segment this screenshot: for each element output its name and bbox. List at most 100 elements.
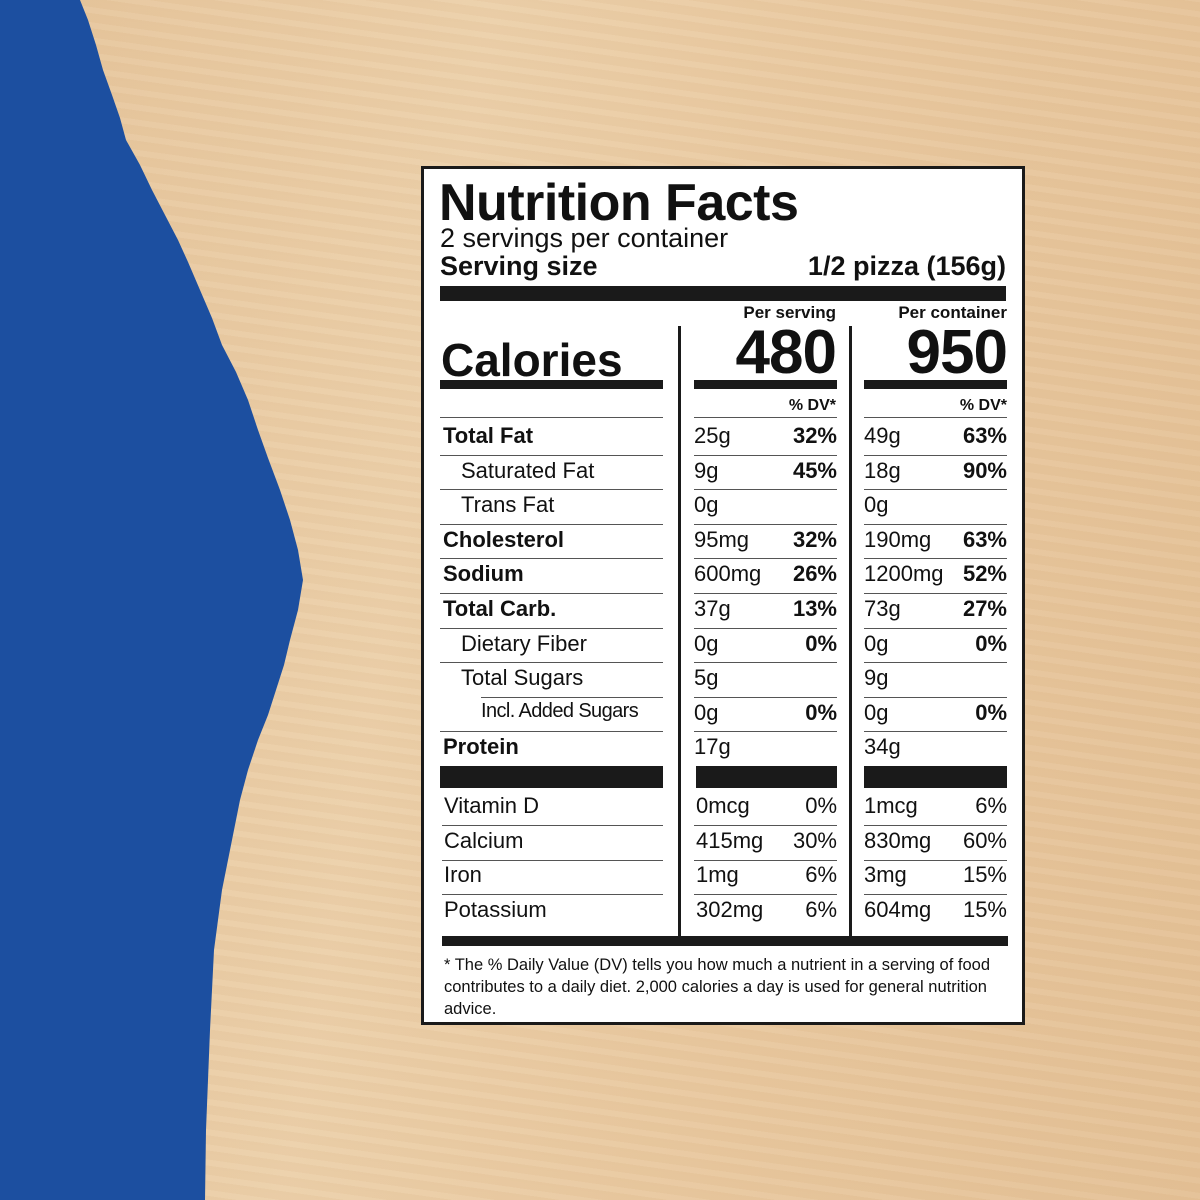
- container-dv: 15%: [962, 862, 1007, 887]
- column-divider: [678, 326, 681, 938]
- container-amount: 1mcg: [864, 793, 918, 818]
- nutrient-name: Protein: [443, 734, 519, 760]
- calories-label: Calories: [441, 334, 623, 386]
- container-amount: 0g: [864, 699, 889, 725]
- row-divider: [694, 731, 837, 732]
- nutrient-name: Dietary Fiber: [461, 630, 587, 656]
- row-divider: [864, 558, 1007, 559]
- serving-amount: 17g: [694, 734, 731, 760]
- thick-divider-bottom: [442, 936, 1008, 946]
- serving-amount: 37g: [694, 596, 731, 621]
- column-divider: [849, 326, 852, 938]
- row-divider: [864, 455, 1007, 456]
- container-amount: 9g: [864, 665, 889, 691]
- container-dv: 0%: [975, 699, 1007, 725]
- row-divider: [440, 593, 663, 594]
- serving-amount: 415mg: [696, 827, 764, 853]
- row-divider: [694, 697, 837, 698]
- vitamin-name: Calcium: [444, 827, 524, 853]
- nutrient-name: Saturated Fat: [461, 457, 595, 483]
- row-divider: [864, 697, 1007, 698]
- container-amount: 190mg: [864, 526, 932, 552]
- vitamin-divider-bar: [864, 766, 1007, 788]
- row-divider: [694, 524, 837, 525]
- container-amount: 49g: [864, 423, 901, 448]
- dv-header-serving: % DV*: [788, 397, 836, 414]
- calories-per-container: 950: [906, 318, 1008, 387]
- calories-divider: [440, 380, 663, 389]
- row-divider: [440, 489, 663, 490]
- serving-amount: 95mg: [694, 526, 750, 552]
- row-divider: [864, 731, 1007, 732]
- row-divider: [694, 860, 837, 861]
- calories-divider: [694, 380, 837, 389]
- row-divider: [440, 524, 663, 525]
- row-divider: [694, 593, 837, 594]
- row-divider: [864, 593, 1007, 594]
- container-dv: 90%: [962, 457, 1007, 483]
- container-dv: 63%: [962, 423, 1007, 448]
- row-divider: [440, 628, 663, 629]
- row-divider: [694, 455, 837, 456]
- serving-amount: 0g: [694, 699, 719, 725]
- container-dv: 60%: [962, 827, 1007, 853]
- torn-paper-shape: [0, 0, 303, 1200]
- row-divider: [440, 455, 663, 456]
- row-divider: [864, 662, 1007, 663]
- serving-amount: 0mcg: [696, 793, 750, 818]
- serving-dv: 32%: [792, 423, 837, 448]
- nutrient-name: Total Sugars: [461, 665, 584, 691]
- row-divider: [864, 860, 1007, 861]
- row-divider: [481, 697, 663, 698]
- container-dv: 0%: [975, 630, 1007, 656]
- row-divider: [694, 628, 837, 629]
- nutrient-name: Total Fat: [443, 423, 534, 448]
- row-divider: [864, 894, 1007, 895]
- row-divider: [864, 489, 1007, 490]
- nutrient-name: Cholesterol: [443, 526, 565, 552]
- row-divider: [694, 894, 837, 895]
- container-amount: 0g: [864, 630, 889, 656]
- serving-dv: 6%: [805, 896, 837, 922]
- per-container-header: Per container: [898, 303, 1007, 322]
- container-dv: 6%: [975, 793, 1007, 818]
- row-divider: [694, 662, 837, 663]
- container-amount: 3mg: [864, 862, 907, 887]
- serving-size-value: 1/2 pizza (156g): [807, 251, 1006, 281]
- serving-amount: 302mg: [696, 896, 764, 922]
- serving-amount: 25g: [694, 423, 731, 448]
- container-dv: 27%: [962, 596, 1007, 621]
- row-divider: [442, 860, 663, 861]
- dv-header-container: % DV*: [959, 397, 1007, 414]
- row-divider: [694, 825, 837, 826]
- serving-amount: 0g: [694, 630, 719, 656]
- container-amount: 73g: [864, 596, 901, 621]
- serving-amount: 600mg: [694, 561, 762, 587]
- vitamin-name: Vitamin D: [444, 793, 539, 818]
- label-title: Nutrition Facts: [439, 174, 799, 232]
- nutrient-name: Sodium: [443, 561, 524, 587]
- vitamin-divider-bar: [440, 766, 663, 788]
- nutrient-name: Incl. Added Sugars: [481, 699, 639, 722]
- nutrition-facts-label: Nutrition Facts 2 servings per container…: [421, 166, 1025, 1025]
- calories-divider: [864, 380, 1007, 389]
- serving-dv: 45%: [792, 457, 837, 483]
- container-amount: 1200mg: [864, 561, 944, 587]
- row-divider: [694, 558, 837, 559]
- container-amount: 604mg: [864, 896, 932, 922]
- serving-amount: 9g: [694, 457, 719, 483]
- row-divider: [440, 417, 663, 418]
- row-divider: [864, 524, 1007, 525]
- vitamin-name: Iron: [444, 862, 482, 887]
- vitamin-divider-bar: [696, 766, 837, 788]
- serving-dv: 13%: [792, 596, 837, 621]
- serving-dv: 0%: [805, 630, 837, 656]
- per-serving-header: Per serving: [743, 303, 836, 322]
- serving-dv: 0%: [805, 699, 837, 725]
- serving-dv: 32%: [792, 526, 837, 552]
- serving-size-label: Serving size: [440, 251, 598, 281]
- serving-amount: 0g: [694, 492, 719, 518]
- nutrient-name: Total Carb.: [443, 596, 557, 621]
- serving-dv: 6%: [805, 862, 837, 887]
